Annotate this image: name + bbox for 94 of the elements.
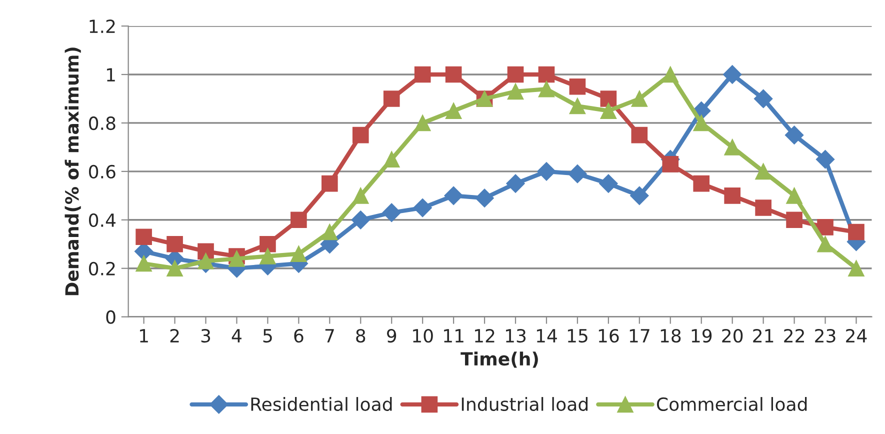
point [352, 188, 369, 204]
x-tick-label: 12 [475, 328, 494, 342]
point [475, 188, 494, 208]
point [662, 156, 679, 172]
point [722, 65, 742, 84]
x-tick-label: 24 [846, 328, 867, 342]
point [724, 188, 740, 204]
x-tick-label: 14 [536, 329, 557, 342]
y-tick-label: 0.8 [88, 116, 116, 130]
point [538, 80, 555, 98]
point [414, 114, 431, 132]
y-tick-label: 0.6 [88, 164, 116, 179]
point [444, 186, 463, 206]
x-tick-label: 10 [413, 328, 433, 343]
x-tick-label: 22 [784, 328, 804, 342]
x-tick-label: 9 [387, 328, 396, 343]
point [631, 126, 648, 144]
point [166, 260, 183, 277]
point [631, 90, 648, 107]
x-tick-label: 21 [753, 328, 774, 342]
point [755, 200, 772, 216]
x-tick-label: 20 [722, 328, 743, 343]
point [724, 139, 740, 156]
point [754, 89, 773, 108]
point [786, 188, 802, 204]
point [568, 164, 587, 184]
y-tick-label: 1.2 [90, 20, 115, 33]
point [198, 243, 214, 260]
point [413, 198, 432, 218]
x-tick-label: 3 [201, 328, 210, 343]
point [198, 252, 214, 270]
point [260, 236, 276, 252]
legend-label: Industrial load [462, 397, 588, 412]
point [817, 219, 834, 236]
point [816, 150, 835, 169]
point [786, 212, 802, 228]
x-tick-label: 1 [140, 329, 148, 342]
point [600, 90, 617, 107]
x-tick-label: 11 [444, 329, 464, 342]
point [290, 246, 307, 262]
legend-label: Residential load [251, 397, 392, 412]
point [383, 151, 400, 168]
point [506, 174, 525, 193]
point [136, 255, 152, 272]
point [383, 90, 400, 107]
legend-label: Commercial load [656, 397, 807, 412]
y-tick-label: 0.4 [88, 213, 116, 228]
point [445, 102, 462, 120]
x-tick-label: 18 [660, 328, 681, 343]
point [260, 248, 276, 264]
x-tick-label: 4 [232, 329, 242, 342]
point [600, 102, 617, 120]
y-tick-label: 0.2 [88, 262, 115, 276]
point [507, 83, 524, 100]
point [693, 175, 710, 192]
y-tick-label: 1 [107, 68, 115, 82]
x-tick-label: 7 [325, 329, 334, 342]
point [507, 66, 524, 83]
x-tick-label: 15 [568, 329, 588, 343]
x-tick-label: 8 [356, 328, 366, 343]
point [382, 203, 401, 222]
point [599, 174, 618, 193]
x-tick-label: 2 [170, 328, 179, 342]
point [322, 175, 338, 192]
point [414, 66, 431, 83]
x-tick-label: 5 [263, 329, 272, 343]
point [136, 228, 152, 246]
point [445, 66, 462, 83]
point [662, 66, 679, 83]
x-tick-label: 13 [506, 328, 526, 343]
x-tick-label: 23 [815, 328, 836, 343]
point [569, 98, 586, 114]
point [352, 126, 369, 144]
y-tick-label: 0 [106, 310, 116, 324]
point [166, 236, 183, 252]
point [693, 114, 710, 132]
x-axis-title: Time(h) [460, 352, 538, 368]
x-tick-label: 16 [598, 328, 619, 343]
point [537, 162, 556, 181]
point [848, 224, 864, 240]
point [784, 126, 804, 144]
point [569, 78, 586, 95]
point [322, 224, 338, 240]
y-axis-title: Demand(% of maximum) [64, 48, 81, 296]
point [351, 210, 370, 230]
point [817, 236, 834, 252]
point [538, 66, 555, 83]
x-tick-label: 19 [692, 328, 712, 343]
point [755, 163, 772, 180]
x-tick-label: 17 [630, 329, 650, 342]
x-tick-label: 6 [294, 328, 304, 343]
point [848, 260, 864, 277]
point [630, 186, 649, 206]
point [290, 212, 307, 228]
